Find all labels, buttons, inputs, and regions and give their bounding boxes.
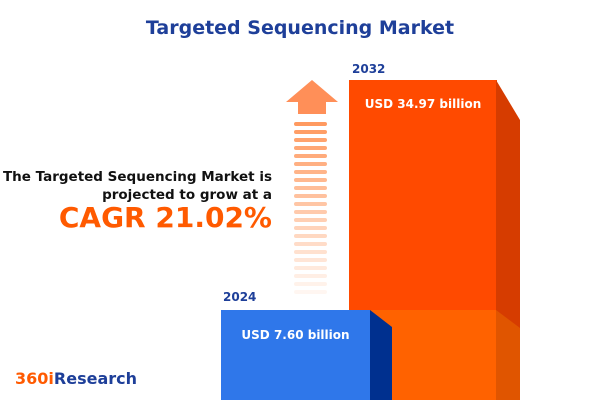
arrow-stripe	[294, 186, 327, 190]
arrow-stripe	[294, 242, 327, 246]
arrow-stripe	[294, 226, 327, 230]
arrow-stripe	[294, 202, 327, 206]
arrow-stripe	[294, 290, 327, 294]
arrow-stripe	[294, 170, 327, 174]
arrow-stripe	[294, 146, 327, 150]
arrow-stripe	[294, 210, 327, 214]
arrow-stripe	[294, 194, 327, 198]
arrow-stripe	[294, 178, 327, 182]
arrow-stripe	[294, 282, 327, 286]
arrow-stripe	[294, 234, 327, 238]
arrow-stripe	[294, 274, 327, 278]
chart-title: Targeted Sequencing Market	[145, 17, 455, 39]
arrow-stripe	[294, 138, 327, 142]
description: The Targeted Sequencing Market is projec…	[3, 168, 272, 204]
arrow-stripe	[294, 162, 327, 166]
data-label-2032: USD 34.97 billion	[364, 97, 482, 111]
bar-2024	[221, 310, 370, 400]
arrow-stripe	[294, 250, 327, 254]
logo: 360iResearch	[15, 369, 137, 388]
bar-2024-side	[370, 310, 392, 400]
arrow-head-icon	[286, 80, 338, 114]
logo-part-2: Research	[53, 369, 137, 388]
year-label-2032: 2032	[352, 62, 386, 76]
arrow-stripe	[294, 122, 327, 126]
year-label-2024: 2024	[223, 290, 257, 304]
bar-2032-side	[496, 80, 520, 400]
logo-part-1: 360i	[15, 369, 54, 388]
arrow-stripe	[294, 266, 327, 270]
description-line-2: projected to grow at a	[102, 187, 272, 203]
description-line-1: The Targeted Sequencing Market is	[2, 169, 272, 185]
data-label-2024: USD 7.60 billion	[241, 328, 350, 342]
cagr-value: CAGR 21.02%	[58, 201, 272, 234]
arrow-stripe	[294, 130, 327, 134]
arrow-stripe	[294, 154, 327, 158]
arrow-stripe	[294, 218, 327, 222]
arrow-stripe	[294, 258, 327, 262]
